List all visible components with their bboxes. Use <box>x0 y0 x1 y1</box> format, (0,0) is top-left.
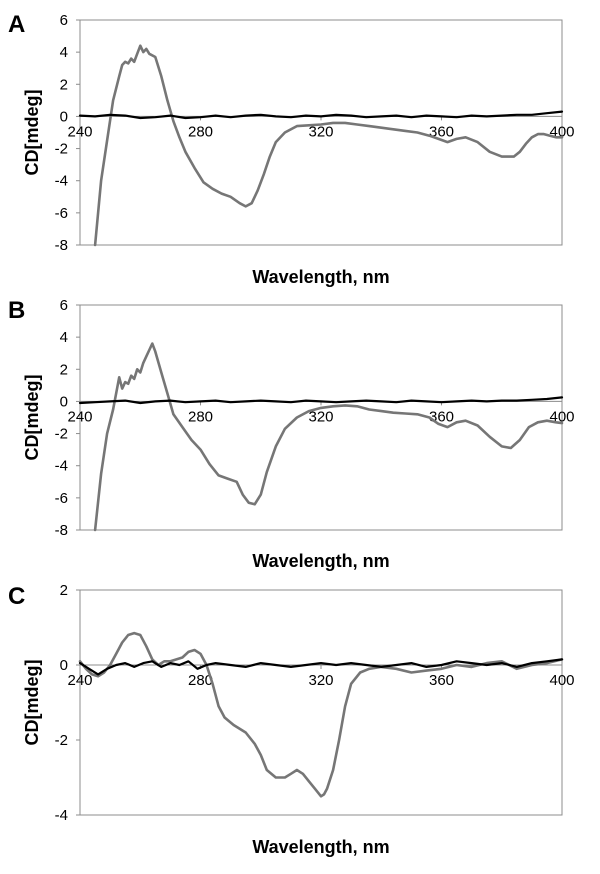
y-axis-title: CD[mdeg] <box>22 90 42 176</box>
x-tick-label: 240 <box>67 123 92 140</box>
y-tick-label: 6 <box>60 297 68 314</box>
y-tick-label: 2 <box>60 361 68 378</box>
x-tick-label: 280 <box>188 672 213 689</box>
series-line-gray <box>93 44 564 247</box>
x-axis-title: Wavelength, nm <box>252 837 389 857</box>
y-tick-label: 2 <box>60 582 68 599</box>
chart-panel-C: C -4 -2 0 2 240 280 320 360 400 CD[mdeg] Wavelength… <box>8 582 575 857</box>
x-tick-label: 320 <box>308 408 333 425</box>
y-tick-label: 6 <box>60 12 68 29</box>
y-tick-label: -6 <box>55 205 68 222</box>
x-tick-label: 360 <box>429 672 454 689</box>
y-tick-label: 0 <box>60 657 68 674</box>
y-tick-label: -4 <box>55 807 68 824</box>
x-axis-title: Wavelength, nm <box>252 551 389 571</box>
plot-area-frame <box>79 304 563 531</box>
y-tick-label: 0 <box>60 108 68 125</box>
x-tick-label: 360 <box>429 408 454 425</box>
y-tick-label: -2 <box>55 141 68 158</box>
y-axis-title: CD[mdeg] <box>22 375 42 461</box>
plot-area-frame <box>79 19 563 246</box>
panel-letter: B <box>8 297 25 324</box>
x-axis-title: Wavelength, nm <box>252 267 389 287</box>
x-tick-label: 400 <box>549 672 574 689</box>
y-tick-label: -4 <box>55 458 68 475</box>
series-line-black <box>78 658 564 676</box>
plot-area-frame <box>79 589 563 816</box>
x-tick-label: 240 <box>67 408 92 425</box>
y-tick-label: -6 <box>55 490 68 507</box>
x-tick-label: 280 <box>188 408 213 425</box>
panel-letter: A <box>8 11 25 38</box>
x-tick-label: 280 <box>188 123 213 140</box>
x-tick-label: 320 <box>308 123 333 140</box>
series-line-black <box>78 396 564 405</box>
x-tick-label: 320 <box>308 672 333 689</box>
series-line-black <box>78 110 564 120</box>
y-tick-label: -8 <box>55 522 68 539</box>
y-tick-label: 4 <box>60 329 68 346</box>
y-tick-label: 0 <box>60 393 68 410</box>
y-tick-label: 4 <box>60 44 68 61</box>
x-tick-label: 360 <box>429 123 454 140</box>
series-line-gray <box>78 631 564 798</box>
y-tick-label: -2 <box>55 732 68 749</box>
series-line-gray <box>93 342 564 532</box>
y-axis-title: CD[mdeg] <box>22 660 42 746</box>
y-tick-label: -8 <box>55 237 68 254</box>
y-tick-label: -2 <box>55 426 68 443</box>
x-tick-label: 240 <box>67 672 92 689</box>
y-tick-label: -4 <box>55 173 68 190</box>
y-tick-label: 2 <box>60 76 68 93</box>
panel-letter: C <box>8 583 25 610</box>
